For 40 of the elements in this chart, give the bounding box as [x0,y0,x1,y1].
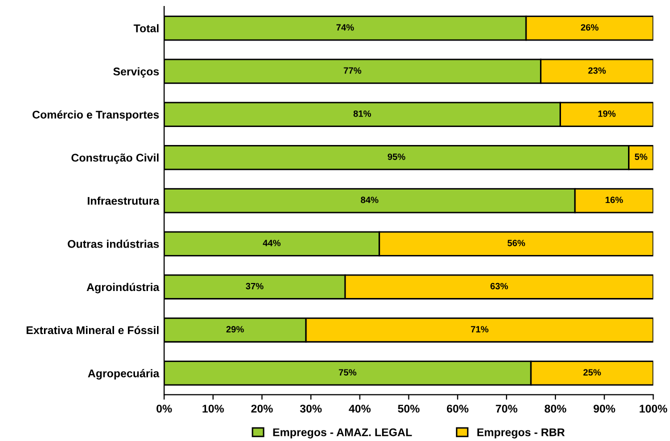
y-tick-label: Serviços [113,67,159,78]
y-tick-label: Extrativa Mineral e Fóssil [26,326,159,334]
x-tick-label: 30% [300,404,322,413]
y-tick-label: Agropecuária [88,369,160,380]
x-tick-label: 70% [496,404,518,413]
data-label: 26% [580,24,598,31]
data-label: 84% [360,196,378,204]
data-label: 71% [470,326,488,332]
x-tick-label: 90% [594,404,616,413]
data-label: 44% [262,240,281,246]
data-label: 16% [606,196,623,204]
legend-label: Empregos - RBR [477,428,565,438]
data-label: 29% [226,326,244,332]
y-tick-label: Comércio e Transportes [32,110,159,121]
data-label: 19% [598,110,616,117]
y-tick-label: Construção Civil [71,154,159,164]
data-label: 56% [508,240,526,246]
data-label: 81% [353,110,372,117]
x-tick-label: 20% [251,404,273,413]
y-tick-label: Total [134,24,159,32]
data-label: 37% [246,282,264,290]
x-tick-label: 50% [398,404,420,413]
x-tick-label: 10% [202,404,224,413]
legend-label: Empregos - AMAZ. LEGAL [273,428,412,438]
data-label: 5% [634,154,648,160]
y-tick-label: Infraestrutura [88,196,160,205]
data-label: 75% [338,369,356,376]
x-tick-label: 60% [446,404,468,413]
y-tick-label: Outras indústrias [68,240,159,248]
data-label: 23% [588,67,606,74]
data-label: 63% [490,282,508,290]
y-tick-label: Agroindústria [86,282,160,294]
x-tick-label: 100% [640,404,668,413]
data-label: 77% [344,67,362,74]
data-label: 74% [336,24,354,31]
x-tick-label: 80% [544,404,566,413]
data-label: 95% [388,154,406,160]
x-tick-label: 40% [348,404,371,413]
data-label: 25% [583,369,601,376]
x-tick-label: 0% [156,404,172,413]
